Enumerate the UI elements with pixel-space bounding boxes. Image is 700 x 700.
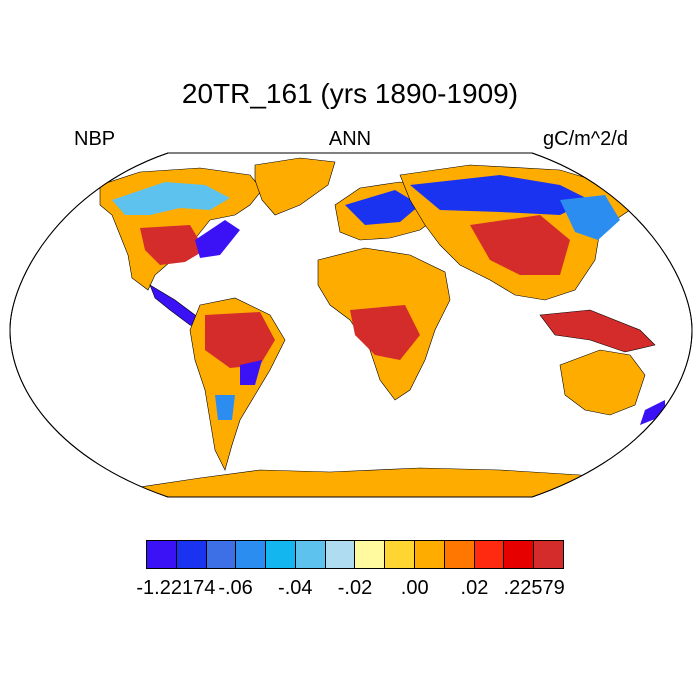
- colorbar-swatch: [206, 541, 237, 568]
- colorbar-swatch: [325, 541, 356, 568]
- maritime-asia: [539, 309, 656, 353]
- colorbar-swatch: [534, 541, 563, 568]
- antarctica: [119, 467, 641, 497]
- colorbar-tick-label: .22579: [503, 577, 565, 599]
- new-zealand: [640, 400, 665, 425]
- australia: [559, 349, 646, 416]
- colorbar-swatch: [385, 541, 416, 568]
- colorbar-tick-label: -.06: [218, 577, 253, 599]
- colorbar-swatch: [236, 541, 267, 568]
- colorbar-swatch: [474, 541, 505, 568]
- units-label: gC/m^2/d: [543, 128, 628, 150]
- colorbar-swatch: [444, 541, 475, 568]
- season-label: ANN: [328, 128, 372, 150]
- colorbar-swatch: [295, 541, 326, 568]
- colorbar-swatch: [355, 541, 386, 568]
- map-title: 20TR_161 (yrs 1890-1909): [181, 78, 519, 109]
- colorbar-tick-label: -1.22174: [136, 577, 216, 599]
- colorbar-tick-label: -.04: [278, 577, 313, 599]
- colorbar: [146, 540, 564, 569]
- colorbar-tick-label: .02: [460, 577, 489, 599]
- colorbar-tick-label: -.02: [337, 577, 373, 599]
- variable-label: NBP: [74, 128, 116, 150]
- colorbar-swatch: [266, 541, 296, 568]
- greenland: [254, 157, 336, 216]
- colorbar-swatch: [147, 541, 177, 568]
- colorbar-swatch: [176, 541, 207, 568]
- colorbar-tick-label: .00: [400, 577, 429, 599]
- colorbar-swatch: [504, 541, 535, 568]
- colorbar-swatch: [415, 541, 445, 568]
